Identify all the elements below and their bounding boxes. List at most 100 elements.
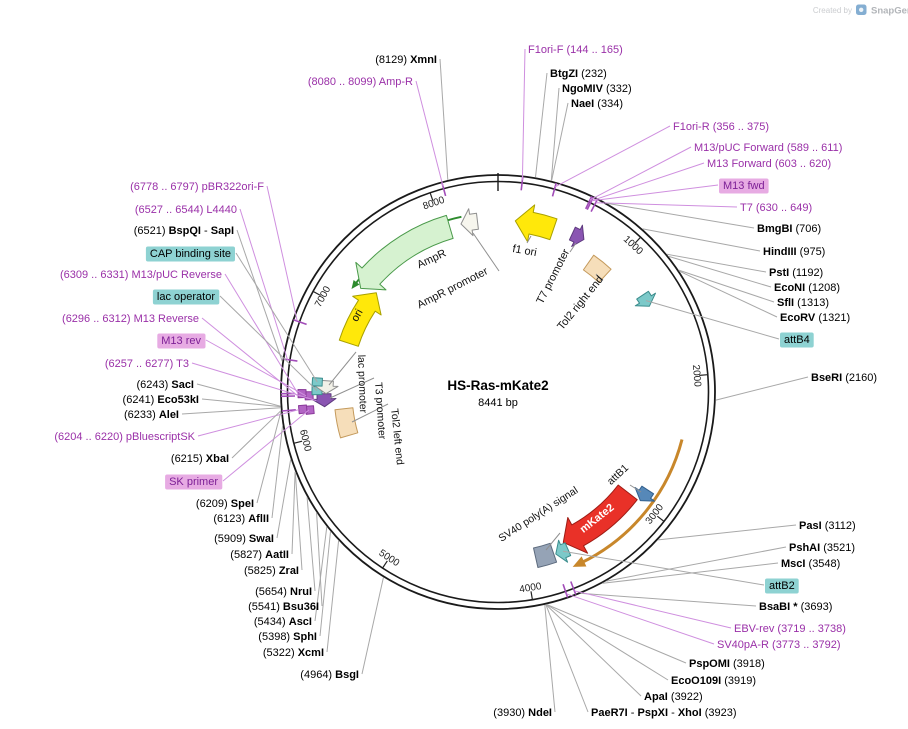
feature-label-t3-promoter[interactable]: T3 promoter	[372, 382, 388, 440]
label-pspomi[interactable]: PspOMI (3918)	[689, 658, 765, 670]
label-sk-primer[interactable]: SK primer	[169, 476, 218, 488]
feature-ori[interactable]	[338, 292, 382, 347]
feature-tol2-right-end[interactable]	[582, 254, 612, 283]
label-m13-puc-reverse-primer[interactable]: (6309 .. 6331) M13/pUC Reverse	[60, 269, 222, 281]
feature-attb1-site[interactable]	[634, 485, 656, 502]
label-ecorv[interactable]: EcoRV (1321)	[780, 312, 850, 324]
feature-label-lac-promoter[interactable]: lac promoter	[355, 355, 369, 414]
leader-sfli	[678, 269, 775, 303]
label-eco53ki[interactable]: (6241) Eco53kI	[123, 394, 199, 406]
label-asci[interactable]: (5434) AscI	[254, 616, 312, 628]
feature-label-ampr-promoter[interactable]: AmpR promoter	[415, 265, 490, 311]
label-pshai[interactable]: PshAI (3521)	[789, 542, 855, 554]
scale-label-7000: 7000	[313, 284, 333, 309]
label-l4440-primer[interactable]: (6527 .. 6544) L4440	[135, 204, 237, 216]
label-ebv-rev-primer[interactable]: EBV-rev (3719 .. 3738)	[734, 623, 846, 635]
label-naei[interactable]: NaeI (334)	[571, 98, 623, 110]
label-m13-reverse-primer[interactable]: (6296 .. 6312) M13 Reverse	[62, 313, 199, 325]
feature-label-t7-promoter[interactable]: T7 promoter	[534, 247, 572, 306]
primer-site-tick-600[interactable]	[584, 195, 593, 210]
label-sv40pa-r-primer[interactable]: SV40pA-R (3773 .. 3792)	[717, 639, 841, 651]
primer-site-tick-640[interactable]	[590, 198, 599, 212]
feature-ampr-promoter[interactable]	[460, 208, 479, 237]
label-box-m13-fwd	[719, 178, 769, 194]
label-paer7i-pspxi-xhoi[interactable]: PaeR7I - PspXI - XhoI (3923)	[591, 707, 737, 719]
label-econi[interactable]: EcoNI (1208)	[774, 282, 840, 294]
label-btgzi[interactable]: BtgZI (232)	[550, 68, 607, 80]
label-m13-forward-primer[interactable]: M13 Forward (603 .. 620)	[707, 158, 831, 170]
label-sfli[interactable]: SflI (1313)	[777, 297, 829, 309]
feature-f1-ori[interactable]	[514, 204, 558, 243]
feature-sv40-polya[interactable]	[533, 542, 558, 568]
feature-tol2-left-end[interactable]	[334, 407, 359, 439]
leader-psti	[666, 253, 767, 273]
label-xmni[interactable]: (8129) XmnI	[375, 54, 437, 66]
feature-label-tol2-right-end[interactable]: Tol2 right end	[555, 274, 606, 333]
feature-label-ori[interactable]: ori	[349, 307, 365, 324]
label-ndei[interactable]: (3930) NdeI	[493, 707, 552, 719]
label-bseri[interactable]: BseRI (2160)	[811, 372, 877, 384]
feature-label-f1-ori[interactable]: f1 ori	[511, 243, 537, 259]
label-amp-r-primer[interactable]: (8080 .. 8099) Amp-R	[308, 76, 413, 88]
label-psti[interactable]: PstI (1192)	[769, 267, 823, 279]
label-pasi[interactable]: PasI (3112)	[799, 520, 856, 532]
feature-label-leader-lac-promoter	[328, 351, 357, 386]
feature-attb4-site[interactable]	[634, 290, 656, 307]
label-nrui[interactable]: (5654) NruI	[255, 586, 312, 598]
label-lac-operator[interactable]: lac operator	[157, 291, 215, 303]
label-bsabi[interactable]: BsaBI * (3693)	[759, 601, 832, 613]
feature-label-tol2-left-end[interactable]: Tol2 left end	[388, 408, 406, 466]
label-f1ori-f-primer[interactable]: F1ori-F (144 .. 165)	[528, 44, 623, 56]
label-m13-rev[interactable]: M13 rev	[161, 335, 201, 347]
label-xcmi[interactable]: (5322) XcmI	[263, 647, 324, 659]
label-aatii[interactable]: (5827) AatII	[230, 549, 289, 561]
label-saci[interactable]: (6243) SacI	[137, 379, 195, 391]
label-apai[interactable]: ApaI (3922)	[644, 691, 703, 703]
feature-mkate2[interactable]	[562, 484, 638, 554]
leader-bspqi-sapi	[236, 229, 283, 362]
label-sphi[interactable]: (5398) SphI	[258, 631, 317, 643]
site-labels-layer: (8129) XmnI (8080 .. 8099) Amp-R (6778 .. …	[54, 44, 877, 719]
label-bspqi-sapi[interactable]: (6521) BspQI - SapI	[134, 225, 234, 237]
leader-attb2	[562, 550, 765, 586]
leader-pbluescriptsk-primer	[197, 409, 299, 437]
label-cap-binding-site[interactable]: CAP binding site	[150, 248, 231, 260]
label-ngomiv[interactable]: NgoMIV (332)	[562, 83, 632, 95]
label-f1ori-r-primer[interactable]: F1ori-R (356 .. 375)	[673, 121, 769, 133]
label-spei[interactable]: (6209) SpeI	[196, 498, 254, 510]
feature-cds-arc[interactable]	[580, 439, 684, 565]
leader-sphi	[319, 531, 331, 637]
label-hindiii[interactable]: HindIII (975)	[763, 246, 825, 258]
leader-bmgbi	[607, 202, 755, 229]
label-xbai[interactable]: (6215) XbaI	[171, 453, 229, 465]
label-t7-primer[interactable]: T7 (630 .. 649)	[740, 202, 812, 214]
label-ecoo109i[interactable]: EcoO109I (3919)	[671, 675, 756, 687]
leader-ecoo109i	[546, 604, 669, 681]
primer-site-tick-365[interactable]	[551, 182, 557, 197]
label-alei[interactable]: (6233) AleI	[124, 409, 179, 421]
primer-site-tick-3782[interactable]	[562, 584, 569, 598]
feature-t3-promoter[interactable]	[311, 393, 337, 408]
label-aflii[interactable]: (6123) AflII	[213, 513, 269, 525]
feature-t7-promoter[interactable]	[568, 224, 585, 247]
label-m13-puc-forward-primer[interactable]: M13/pUC Forward (589 .. 611)	[694, 142, 842, 154]
label-zrai[interactable]: (5825) ZraI	[244, 565, 299, 577]
label-bsu36i[interactable]: (5541) Bsu36I	[248, 601, 319, 613]
feature-ampr-cds[interactable]	[355, 214, 454, 291]
label-pbluescriptsk-primer[interactable]: (6204 .. 6220) pBluescriptSK	[54, 431, 195, 443]
primer-site-tick-6213[interactable]	[281, 409, 296, 412]
label-attb4[interactable]: attB4	[784, 334, 810, 346]
label-bsgi[interactable]: (4964) BsgI	[300, 669, 359, 681]
label-msci[interactable]: MscI (3548)	[781, 558, 840, 570]
label-attb2[interactable]: attB2	[769, 580, 795, 592]
leader-lines-layer	[181, 48, 809, 713]
primer-site-tick-6536[interactable]	[283, 358, 298, 362]
label-pbr322ori-f-primer[interactable]: (6778 .. 6797) pBR322ori-F	[130, 181, 264, 193]
primer-site-tick-3728[interactable]	[570, 581, 577, 595]
label-t3-primer[interactable]: (6257 .. 6277) T3	[105, 358, 189, 370]
primer-site-tick-6787[interactable]	[293, 318, 307, 326]
label-bmgbi[interactable]: BmgBI (706)	[757, 223, 821, 235]
label-m13-fwd[interactable]: M13 fwd	[723, 180, 765, 192]
feature-label-attb1[interactable]: attB1	[605, 462, 631, 488]
label-swai[interactable]: (5909) SwaI	[214, 533, 274, 545]
